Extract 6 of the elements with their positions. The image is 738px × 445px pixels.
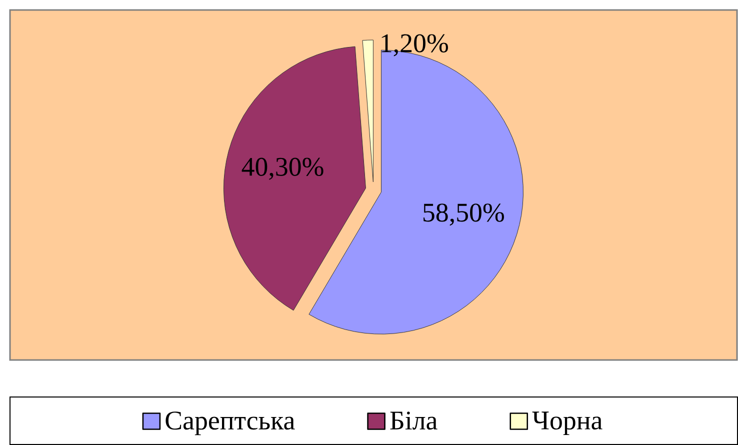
data-label: 1,20% (382, 34, 448, 56)
data-label: 40,30% (242, 158, 324, 180)
legend-label: Сарептська (166, 412, 295, 436)
legend-label: Біла (390, 412, 438, 430)
legend-label: Чорна (532, 412, 602, 436)
data-label: 58,50% (424, 204, 504, 226)
